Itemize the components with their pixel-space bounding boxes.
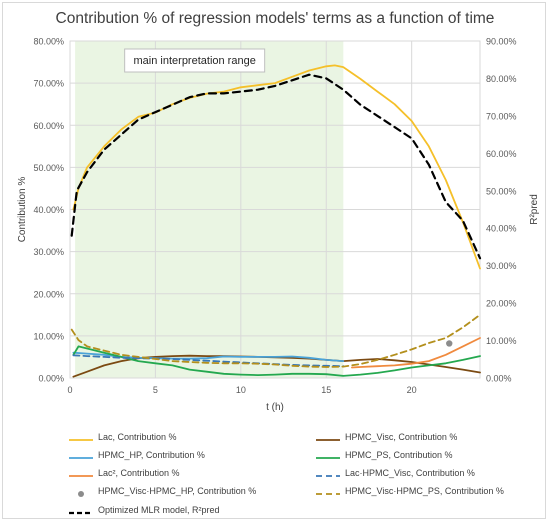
chart-title: Contribution % of regression models' ter… (55, 10, 495, 27)
legend-swatch (78, 491, 84, 497)
legend-swatch (69, 511, 93, 515)
legend-swatch (69, 457, 93, 459)
series-line-5 (72, 354, 345, 368)
legend-swatch (316, 439, 340, 441)
y2-tick-label: 50.00% (486, 186, 517, 196)
annotation-box (124, 48, 266, 73)
y-tick-label: 0.00% (38, 374, 64, 384)
y-axis-label: Contribution % (17, 177, 28, 243)
y2-tick-label: 0.00% (486, 374, 512, 384)
y-tick-label: 70.00% (33, 79, 64, 89)
x-tick-label: 0 (67, 385, 72, 395)
legend-swatch (316, 475, 340, 477)
annotation-text: main interpretation range (134, 55, 256, 67)
y2-tick-label: 80.00% (486, 74, 517, 84)
y2-tick-label: 70.00% (486, 111, 517, 121)
series-line-7 (70, 313, 481, 368)
series-line-0 (72, 64, 481, 270)
legend-label: Lac·HPMC_Visc, Contribution % (345, 468, 475, 478)
y-tick-label: 60.00% (33, 121, 64, 131)
legend-label: HPMC_Visc·HPMC_PS, Contribution % (345, 486, 504, 496)
y2-tick-label: 30.00% (486, 261, 517, 271)
x-tick-label: 15 (321, 385, 331, 395)
legend-swatch (69, 439, 93, 441)
y-tick-label: 20.00% (33, 289, 64, 299)
y-tick-label: 10.00% (33, 331, 64, 341)
y2-tick-label: 90.00% (486, 37, 517, 47)
x-axis-label: t (h) (266, 402, 284, 413)
series-line-4 (351, 337, 481, 369)
x-tick-label: 20 (407, 385, 417, 395)
y2-tick-label: 20.00% (486, 299, 517, 309)
legend-label: HPMC_Visc·HPMC_HP, Contribution % (98, 486, 257, 496)
x-tick-label: 10 (236, 385, 246, 395)
y2-tick-label: 40.00% (486, 224, 517, 234)
legend-label: Lac, Contribution % (98, 432, 177, 442)
plot-border (69, 40, 481, 379)
series-line-8 (70, 73, 482, 260)
legend-label: HPMC_PS, Contribution % (345, 450, 453, 460)
y2-tick-label: 10.00% (486, 336, 517, 346)
legend-label: Lac², Contribution % (98, 468, 180, 478)
y2-tick-label: 60.00% (486, 149, 517, 159)
y-tick-label: 30.00% (33, 247, 64, 257)
legend-swatch (316, 493, 340, 495)
legend-swatch (316, 457, 340, 459)
legend-label: HPMC_Visc, Contribution % (345, 432, 458, 442)
series-point-6 (446, 340, 453, 347)
legend-label: Optimized MLR model, R²pred (98, 505, 220, 515)
legend-swatch (69, 475, 93, 477)
y-tick-label: 80.00% (33, 37, 64, 47)
y2-axis-label: R²pred (529, 194, 540, 225)
x-tick-label: 5 (153, 385, 158, 395)
y-tick-label: 40.00% (33, 205, 64, 215)
legend-label: HPMC_HP, Contribution % (98, 450, 205, 460)
chart-plot: 0.00%10.00%20.00%30.00%40.00%50.00%60.00… (17, 37, 540, 414)
chart-legend: Lac, Contribution % HPMC_Visc, Contributi… (0, 425, 550, 520)
y-tick-label: 50.00% (33, 163, 64, 173)
